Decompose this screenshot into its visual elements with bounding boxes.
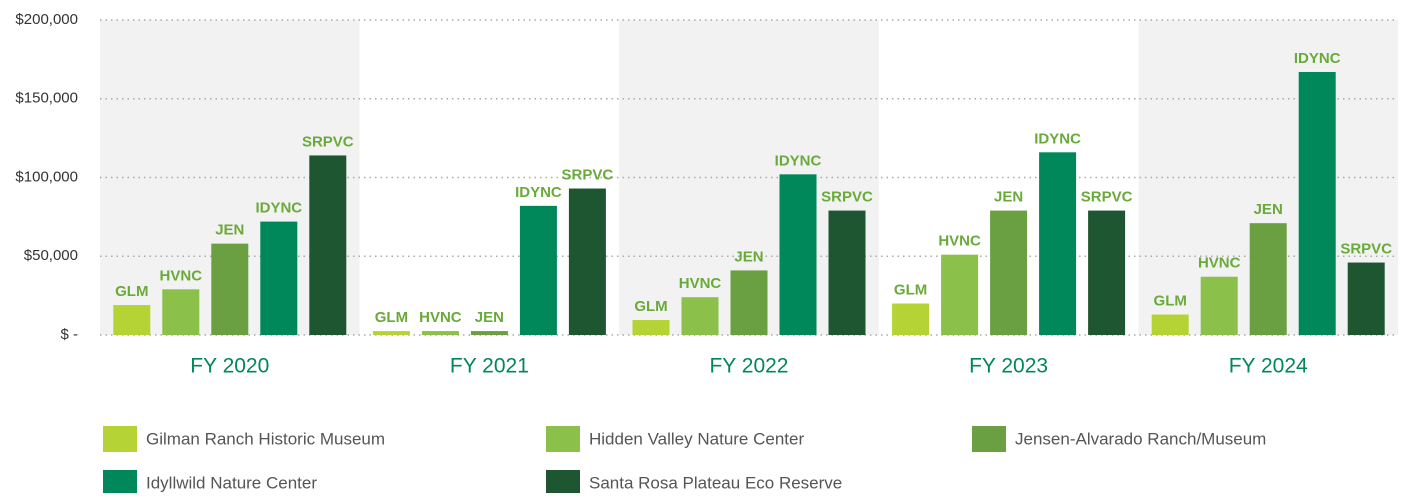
bar-label: HVNC	[1198, 255, 1241, 272]
y-tick-label: $150,000	[15, 90, 78, 107]
bar-label: GLM	[375, 309, 408, 326]
x-tick-label: FY 2020	[190, 355, 269, 378]
bar-label: IDYNC	[1294, 50, 1341, 67]
bar	[1151, 314, 1189, 335]
bar-label: IDYNC	[255, 200, 302, 217]
bar-label: IDYNC	[1034, 130, 1081, 147]
bar-label: HVNC	[160, 267, 203, 284]
x-tick-label: FY 2021	[450, 355, 529, 378]
bar-label: JEN	[994, 189, 1023, 206]
bar-label: GLM	[115, 283, 148, 300]
bar	[1200, 276, 1238, 335]
legend-swatch	[103, 470, 137, 496]
bar	[211, 243, 249, 335]
bar	[519, 205, 557, 335]
y-tick-label: $200,000	[15, 11, 78, 28]
x-tick-label: FY 2023	[969, 355, 1048, 378]
bar-label: SRPVC	[562, 166, 614, 183]
legend-swatch	[546, 470, 580, 496]
bar	[1347, 262, 1385, 335]
bar	[1088, 210, 1126, 335]
bar-label: SRPVC	[821, 189, 873, 206]
bar-label: JEN	[215, 222, 244, 239]
legend-swatch	[972, 426, 1006, 452]
bar-label: SRPVC	[1340, 241, 1392, 258]
y-tick-label: $ -	[60, 326, 78, 343]
y-tick-label: $50,000	[24, 247, 78, 264]
bar	[470, 331, 508, 335]
bar-label: GLM	[1154, 292, 1187, 309]
bar	[779, 174, 817, 335]
bar	[632, 320, 670, 335]
bar	[828, 210, 866, 335]
bar-label: JEN	[475, 309, 504, 326]
x-tick-label: FY 2024	[1229, 355, 1308, 378]
bar	[260, 221, 298, 335]
bar-label: SRPVC	[1081, 189, 1133, 206]
bar	[990, 210, 1028, 335]
legend-label: Hidden Valley Nature Center	[589, 429, 804, 448]
bar	[941, 254, 979, 335]
bar	[1249, 223, 1287, 335]
legend-swatch	[103, 426, 137, 452]
y-tick-label: $100,000	[15, 168, 78, 185]
bar-label: IDYNC	[515, 184, 562, 201]
bar-label: JEN	[1254, 201, 1283, 218]
legend-label: Idyllwild Nature Center	[146, 473, 317, 492]
legend-label: Gilman Ranch Historic Museum	[146, 429, 385, 448]
x-tick-label: FY 2022	[709, 355, 788, 378]
bar-label: SRPVC	[302, 133, 354, 150]
bar-label: HVNC	[679, 275, 722, 292]
bar	[1039, 152, 1077, 335]
legend-label: Jensen-Alvarado Ranch/Museum	[1015, 429, 1266, 448]
bar	[892, 303, 930, 335]
bar-label: IDYNC	[775, 152, 822, 169]
bar-label: GLM	[634, 298, 667, 315]
bar	[730, 270, 768, 335]
bar	[421, 331, 459, 335]
bar-label: HVNC	[938, 233, 981, 250]
legend-label: Santa Rosa Plateau Eco Reserve	[589, 473, 842, 492]
bar	[681, 297, 719, 335]
bar	[372, 331, 410, 335]
bar-label: JEN	[734, 248, 763, 265]
bar-label: GLM	[894, 281, 927, 298]
bar	[113, 305, 151, 335]
bar	[568, 188, 606, 335]
bar	[309, 155, 347, 335]
bar-label: HVNC	[419, 309, 462, 326]
bar	[1298, 71, 1336, 335]
legend-swatch	[546, 426, 580, 452]
bar	[162, 289, 200, 335]
